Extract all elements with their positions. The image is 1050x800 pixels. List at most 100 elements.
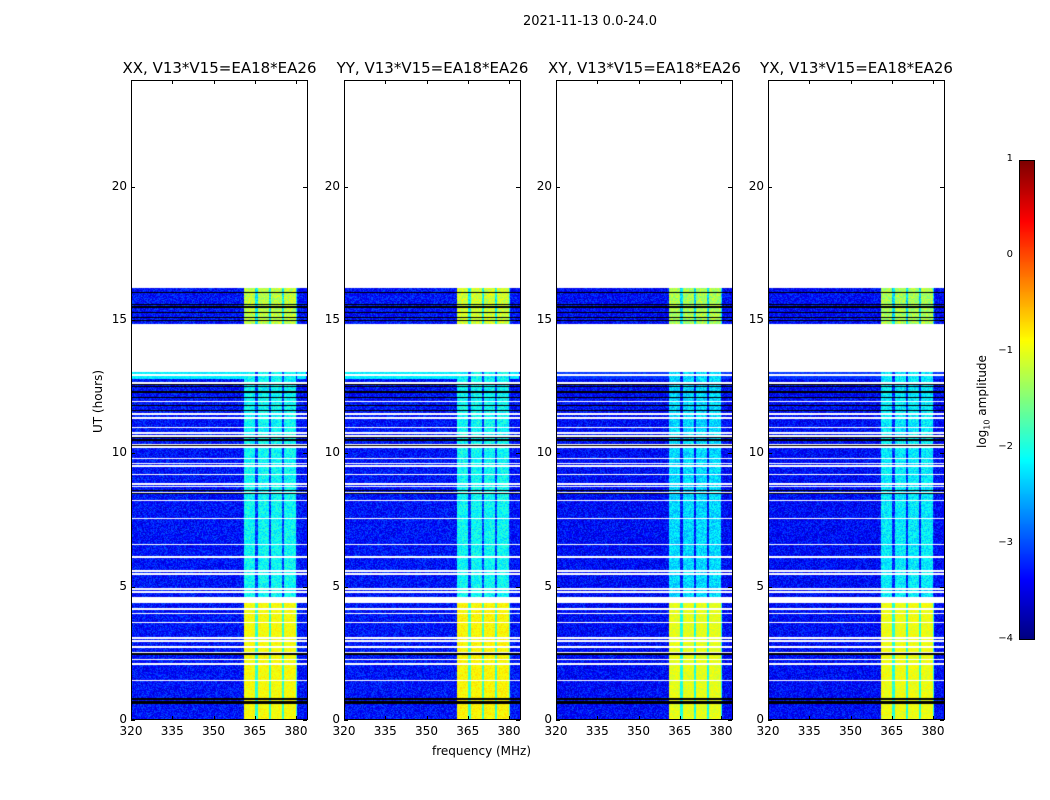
y-tick-mark [344,186,348,188]
waterfall-image [132,81,307,719]
y-tick-label: 0 [756,712,764,726]
y-tick-label: 20 [111,178,127,193]
y-tick-mark [303,453,307,455]
x-tick-mark [768,716,769,720]
waterfall-panel-2 [344,80,521,720]
x-tick-mark [131,716,132,720]
x-tick-label: 350 [202,724,225,738]
x-tick-mark [296,80,297,84]
y-tick-mark [556,586,560,588]
y-tick-mark [940,186,944,188]
x-tick-label: 380 [921,724,945,738]
x-tick-mark [597,716,599,720]
y-tick-mark [516,586,520,588]
x-axis-label: frequency (MHz) [432,744,532,758]
y-tick-mark [303,720,307,721]
y-tick-label: 15 [748,312,764,326]
panel-title: YY, V13*V15=EA18*EA26 [336,59,529,77]
y-tick-mark [728,453,732,455]
colorbar-tick-label: −3 [998,537,1013,548]
y-tick-label: 5 [119,578,127,593]
y-tick-label: 5 [332,578,340,593]
x-tick-mark [933,80,934,84]
y-tick-mark [728,186,732,188]
waterfall-image [769,81,944,719]
x-tick-label: 365 [243,724,267,738]
y-tick-mark [344,586,348,588]
x-tick-mark [597,80,599,84]
y-axis-label: UT (hours) [91,369,105,433]
x-tick-mark [344,80,345,84]
waterfall-image [557,81,732,719]
x-tick-mark [556,716,557,720]
x-tick-label: 335 [585,724,609,738]
x-tick-label: 350 [839,724,862,738]
y-tick-mark [344,453,348,455]
x-tick-label: 335 [797,724,821,738]
x-tick-mark [509,716,510,720]
y-tick-mark [516,720,520,721]
panel-title: XX, V13*V15=EA18*EA26 [122,59,317,77]
y-tick-label: 20 [748,178,764,193]
y-tick-label: 15 [536,312,552,326]
colorbar-tick-label: 1 [1006,153,1013,164]
y-tick-label: 0 [119,712,127,726]
x-tick-mark [679,716,681,720]
x-tick-mark [172,716,174,720]
x-tick-label: 335 [373,724,397,738]
x-tick-mark [809,716,811,720]
y-tick-mark [940,586,944,588]
x-tick-label: 365 [880,724,904,738]
x-tick-mark [426,716,428,720]
x-tick-mark [426,80,428,84]
colorbar-tick-label: −2 [998,441,1013,452]
x-tick-mark [172,80,174,84]
y-tick-mark [556,453,560,455]
y-tick-mark [131,186,135,188]
x-tick-mark [556,80,557,84]
x-tick-mark [296,716,297,720]
x-tick-label: 380 [709,724,733,738]
y-tick-label: 10 [324,445,340,460]
x-tick-mark [891,716,893,720]
y-tick-mark [131,720,135,721]
y-tick-mark [516,453,520,455]
y-tick-label: 10 [111,445,127,460]
x-tick-mark [850,80,852,84]
x-tick-mark [385,80,387,84]
y-tick-mark [768,453,772,455]
x-tick-mark [933,716,934,720]
colorbar-tick-label: −4 [998,633,1013,644]
x-tick-mark [467,80,469,84]
x-tick-label: 380 [284,724,308,738]
waterfall-panel-3 [556,80,733,720]
x-tick-label: 320 [119,724,143,738]
x-tick-mark [809,80,811,84]
x-tick-mark [850,716,852,720]
y-tick-mark [303,186,307,188]
y-tick-label: 10 [536,445,552,460]
y-tick-mark [728,320,732,321]
y-tick-label: 0 [332,712,340,726]
waterfall-panel-4 [768,80,945,720]
x-tick-label: 350 [415,724,438,738]
y-tick-mark [344,320,348,321]
x-tick-label: 350 [627,724,650,738]
y-tick-mark [131,320,135,321]
x-tick-mark [891,80,893,84]
colorbar [1019,160,1035,640]
y-tick-mark [940,720,944,721]
y-tick-label: 10 [748,445,764,460]
x-tick-label: 380 [497,724,521,738]
y-tick-mark [768,586,772,588]
x-tick-mark [131,80,132,84]
x-tick-label: 320 [332,724,356,738]
y-tick-mark [516,320,520,321]
colorbar-tick-label: 0 [1006,249,1013,260]
y-tick-mark [131,453,135,455]
panel-title: XY, V13*V15=EA18*EA26 [548,59,741,77]
x-tick-label: 320 [544,724,568,738]
x-tick-mark [721,80,722,84]
x-tick-mark [509,80,510,84]
y-tick-label: 20 [324,178,340,193]
